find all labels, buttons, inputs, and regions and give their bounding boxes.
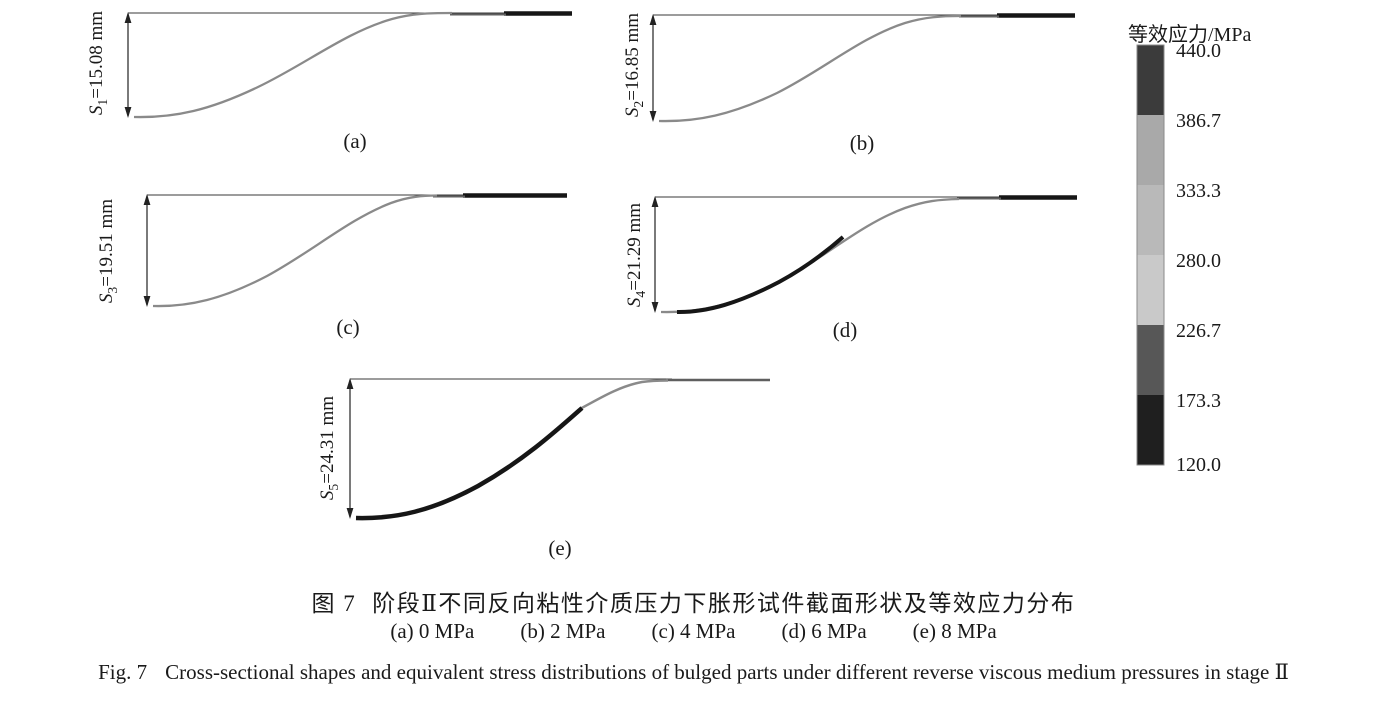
arrowhead-up — [124, 12, 132, 23]
pressure-item-a: (a) 0 MPa — [390, 619, 475, 643]
bulge-height-label-a: S1=15.08 mm — [85, 0, 110, 138]
colorbar-tick: 173.3 — [1176, 390, 1221, 412]
pressure-item-e: (e) 8 MPa — [912, 619, 997, 643]
s-symbol: S — [86, 105, 107, 116]
s-symbol: S — [624, 297, 645, 308]
arrowhead-up — [143, 194, 151, 205]
caption-chinese: 图 7 阶段Ⅱ不同反向粘性介质压力下胀形试件截面形状及等效应力分布 — [0, 584, 1387, 618]
colorbar-segment — [1137, 255, 1164, 325]
colorbar-tick: 280.0 — [1176, 250, 1221, 272]
profile-curve — [658, 14, 962, 123]
panel-letter-d: (d) — [832, 318, 858, 342]
colorbar-segment — [1137, 395, 1164, 465]
arrowhead-up — [346, 378, 354, 389]
cross-section-plot-e — [346, 378, 770, 521]
s-value: =21.29 mm — [624, 202, 645, 291]
profile-curve-low-stress-band — [355, 406, 584, 521]
colorbar-tick: 120.0 — [1176, 454, 1221, 476]
arrowhead-up — [649, 14, 657, 25]
pressure-item-b: (b) 2 MPa — [520, 619, 606, 643]
figure-title-en: Cross-sectional shapes and equivalent st… — [165, 660, 1289, 684]
s-symbol: S — [96, 293, 117, 304]
stress-colorbar: 等效应力/MPa 440.0 386.7 333.3 280.0 226.7 1… — [1126, 18, 1366, 488]
cross-section-plot-d — [651, 195, 1077, 315]
profile-curve — [133, 11, 453, 119]
colorbar-border — [1136, 44, 1165, 466]
s-symbol: S — [622, 107, 643, 118]
s-subscript: 5 — [325, 483, 341, 491]
s-value: =15.08 mm — [86, 10, 107, 99]
profile-curve — [152, 194, 438, 308]
panel-letter-a: (a) — [343, 129, 367, 153]
s-subscript: 3 — [104, 286, 120, 294]
colorbar-segment — [1137, 115, 1164, 185]
cross-section-plot-c — [143, 193, 567, 308]
panel-letter-c: (c) — [336, 315, 360, 339]
profile-curve — [660, 197, 960, 314]
panel-letter-b: (b) — [849, 131, 875, 155]
pressure-item-d: (d) 6 MPa — [781, 619, 867, 643]
bulge-height-label-b: S2=16.85 mm — [621, 0, 646, 140]
s-subscript: 4 — [632, 290, 648, 298]
cross-section-plot-a — [124, 11, 572, 119]
colorbar-segment — [1137, 45, 1164, 115]
arrowhead-down — [143, 296, 151, 307]
bulge-height-label-e: S5=24.31 mm — [316, 373, 341, 523]
s-symbol: S — [317, 490, 338, 501]
arrowhead-down — [651, 302, 659, 313]
s-value: =16.85 mm — [622, 12, 643, 101]
cross-section-plot-b — [649, 13, 1075, 123]
bulge-height-label-d: S4=21.29 mm — [623, 180, 648, 330]
arrowhead-down — [649, 111, 657, 122]
caption-pressure-list: (a) 0 MPa (b) 2 MPa (c) 4 MPa (d) 6 MPa … — [0, 619, 1387, 644]
colorbar-tick: 440.0 — [1176, 40, 1221, 62]
figure-title-zh: 阶段Ⅱ不同反向粘性介质压力下胀形试件截面形状及等效应力分布 — [372, 591, 1076, 616]
colorbar-tick: 386.7 — [1176, 110, 1221, 132]
arrowhead-up — [651, 196, 659, 207]
colorbar-tick: 333.3 — [1176, 180, 1221, 202]
s-subscript: 1 — [94, 98, 110, 106]
arrowhead-down — [346, 508, 354, 519]
figure-number-zh: 图 7 — [311, 591, 357, 616]
panel-letter-e: (e) — [548, 536, 572, 560]
s-subscript: 2 — [630, 100, 646, 108]
arrowhead-down — [124, 107, 132, 118]
caption-english: Fig. 7 Cross-sectional shapes and equiva… — [0, 660, 1387, 685]
colorbar-segment — [1137, 325, 1164, 395]
colorbar-title: 等效应力/MPa — [1128, 24, 1252, 46]
colorbar-tick: 226.7 — [1176, 320, 1221, 342]
pressure-item-c: (c) 4 MPa — [651, 619, 736, 643]
profile-curve-low-stress-band — [676, 235, 845, 315]
bulge-height-label-c: S3=19.51 mm — [95, 176, 120, 326]
figure-number-en: Fig. 7 — [98, 660, 148, 684]
colorbar-scale — [1136, 44, 1165, 466]
s-value: =24.31 mm — [317, 395, 338, 484]
s-value: =19.51 mm — [96, 198, 117, 287]
colorbar-segment — [1137, 185, 1164, 255]
profile-curve — [579, 379, 669, 411]
